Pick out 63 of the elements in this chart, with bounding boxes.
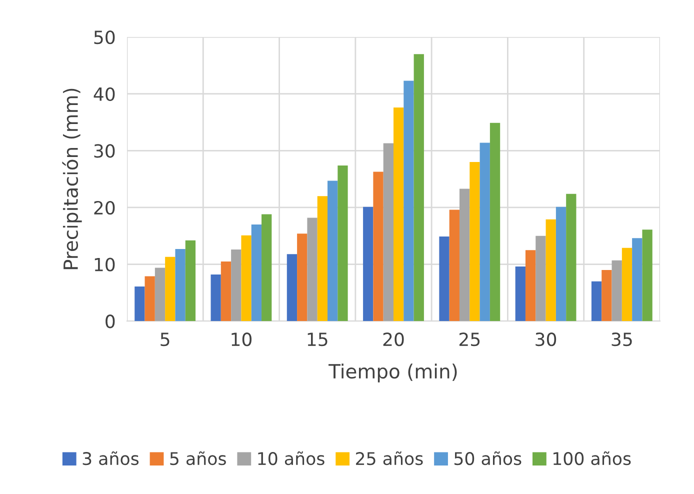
bar (490, 122, 500, 322)
bar (328, 180, 338, 322)
x-axis-title: Tiempo (min) (328, 364, 457, 382)
bar (566, 194, 576, 322)
bar (480, 142, 490, 322)
bar (185, 240, 196, 322)
bar (307, 218, 318, 322)
bar (591, 281, 602, 322)
bar (602, 270, 612, 322)
bar (525, 250, 536, 322)
x-tick-label: 30 (536, 332, 556, 346)
bar (220, 261, 232, 322)
bar (154, 268, 166, 322)
bar (622, 248, 632, 322)
bar (439, 236, 450, 322)
legend-label: 10 años (258, 451, 324, 466)
y-tick-label: 20 (94, 200, 115, 215)
bar (144, 276, 155, 322)
bar (251, 224, 262, 322)
bar (536, 236, 546, 322)
x-tick-label: 15 (308, 332, 328, 346)
bar (642, 230, 652, 322)
bar (404, 80, 414, 322)
bar (373, 172, 384, 322)
bar (210, 274, 221, 322)
bar (383, 143, 394, 322)
legend-label: 5 años (170, 451, 226, 466)
legend-label: 25 años (356, 451, 423, 466)
bar (262, 214, 272, 322)
bar (556, 206, 566, 322)
bar (414, 54, 424, 322)
x-tick-label: 5 (160, 332, 170, 346)
bar (338, 165, 348, 322)
bar (363, 206, 374, 322)
bar (612, 260, 622, 322)
bar (286, 254, 298, 322)
y-tick-label: 30 (94, 144, 115, 158)
y-tick-label: 50 (94, 30, 115, 44)
x-tick-label: 20 (383, 332, 404, 346)
y-axis-title: Precipitación (mm) (62, 88, 82, 270)
x-tick-label: 35 (612, 332, 632, 346)
bar (449, 210, 460, 322)
bar (165, 256, 176, 322)
legend-label: 3 años (82, 451, 139, 466)
legend-label: 50 años (454, 451, 522, 466)
bar (394, 107, 404, 322)
bar (231, 250, 242, 322)
bar (297, 234, 308, 322)
y-tick-label: 10 (94, 258, 115, 272)
bar (459, 188, 470, 322)
bar (470, 162, 480, 322)
x-tick-label: 25 (459, 332, 480, 346)
bar (175, 248, 186, 322)
bar (134, 286, 145, 322)
x-tick-label: 10 (232, 332, 252, 346)
bar (241, 235, 252, 322)
bar (515, 266, 526, 322)
y-tick-label: 40 (94, 87, 115, 101)
bar (632, 238, 642, 322)
legend-label: 100 años (554, 451, 631, 466)
bar (546, 219, 556, 322)
y-tick-label: 0 (106, 314, 115, 328)
bar (317, 196, 328, 322)
